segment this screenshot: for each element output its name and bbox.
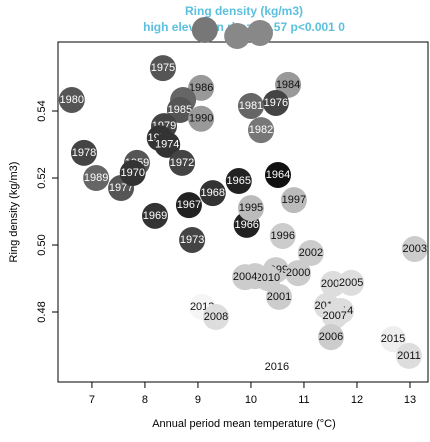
point-label: 1966 <box>234 219 258 231</box>
point-label: 1975 <box>151 62 175 74</box>
point <box>246 19 273 46</box>
point <box>280 187 307 214</box>
point-label: 2008 <box>204 311 228 323</box>
point <box>338 269 365 296</box>
point <box>248 117 275 144</box>
point <box>202 304 229 331</box>
point <box>224 22 251 49</box>
point-label: 1972 <box>170 157 194 169</box>
point-label: 1989 <box>84 172 108 184</box>
point-label: 1970 <box>120 167 144 179</box>
point-label: 2005 <box>339 277 363 289</box>
point <box>321 303 348 330</box>
point <box>70 139 97 166</box>
point <box>297 240 324 267</box>
point-label: 1968 <box>201 187 225 199</box>
point <box>188 105 215 132</box>
point <box>199 180 226 207</box>
y-tick-label: 0.54 <box>36 100 48 121</box>
x-tick-label: 7 <box>89 394 95 406</box>
point-label: 2010 <box>256 272 280 284</box>
point <box>285 260 312 287</box>
point-label: 1973 <box>180 234 204 246</box>
point <box>149 55 176 82</box>
point <box>166 97 193 123</box>
x-tick-label: 10 <box>245 394 257 406</box>
x-tick-label: 11 <box>298 394 309 406</box>
point-label: 2015 <box>381 333 405 345</box>
point-label: 1964 <box>266 169 290 181</box>
point-label: 1977 <box>109 182 133 194</box>
x-tick-label: 9 <box>195 394 201 406</box>
point-label: 2016 <box>265 361 289 373</box>
point <box>395 342 422 369</box>
x-tick-label: 13 <box>404 394 416 406</box>
point <box>254 265 281 292</box>
point <box>58 86 85 113</box>
point-label: 1969 <box>143 210 167 222</box>
point <box>262 89 289 116</box>
point <box>179 226 206 253</box>
x-tick-label: 8 <box>142 394 148 406</box>
point-label: 1990 <box>189 113 213 125</box>
point-label: 2007 <box>322 310 346 322</box>
point-label: 1965 <box>227 175 251 187</box>
y-axis-title: Ring density (kg/m3) <box>8 162 20 263</box>
point-label: 1981 <box>239 100 263 112</box>
point <box>142 202 169 229</box>
chart-title: Ring density (kg/m3) <box>185 4 303 18</box>
point-label: 1995 <box>239 202 263 214</box>
y-tick-label: 0.50 <box>36 234 48 255</box>
point-label: 2002 <box>299 247 323 259</box>
point-label: 2003 <box>403 243 427 255</box>
point <box>83 165 110 191</box>
point-label: 2006 <box>319 331 343 343</box>
point-label: 2001 <box>267 291 291 303</box>
point-label: 1996 <box>271 230 295 242</box>
point <box>169 149 196 176</box>
point-label: 1986 <box>189 82 213 94</box>
y-tick-label: 0.52 <box>36 167 48 188</box>
point-label: 1985 <box>168 104 192 116</box>
point-label: 1976 <box>264 97 288 109</box>
point-label: 1980 <box>60 94 84 106</box>
point-label: 2011 <box>397 350 421 362</box>
point <box>191 16 218 43</box>
point <box>237 92 264 119</box>
point-label: 2000 <box>286 267 310 279</box>
point <box>263 353 290 380</box>
x-tick-label: 12 <box>351 394 363 406</box>
point <box>119 159 146 186</box>
point-label: 1982 <box>249 124 273 136</box>
y-tick-label: 0.48 <box>36 301 48 322</box>
point <box>237 195 264 222</box>
point <box>175 192 202 219</box>
point <box>266 283 293 310</box>
point <box>401 236 428 263</box>
point <box>317 324 344 351</box>
point <box>264 161 291 188</box>
point <box>154 131 181 158</box>
point <box>380 326 407 353</box>
x-axis-title: Annual period mean temperature (°C) <box>152 418 336 430</box>
point <box>269 222 296 249</box>
point-label: 1974 <box>155 139 179 151</box>
point-label: 1984 <box>276 79 300 91</box>
point-label: 1967 <box>177 199 201 211</box>
point-label: 2004 <box>233 271 257 283</box>
point <box>225 168 252 195</box>
point-label: 1997 <box>282 194 306 206</box>
point <box>232 264 259 291</box>
point-label: 1978 <box>72 147 96 159</box>
